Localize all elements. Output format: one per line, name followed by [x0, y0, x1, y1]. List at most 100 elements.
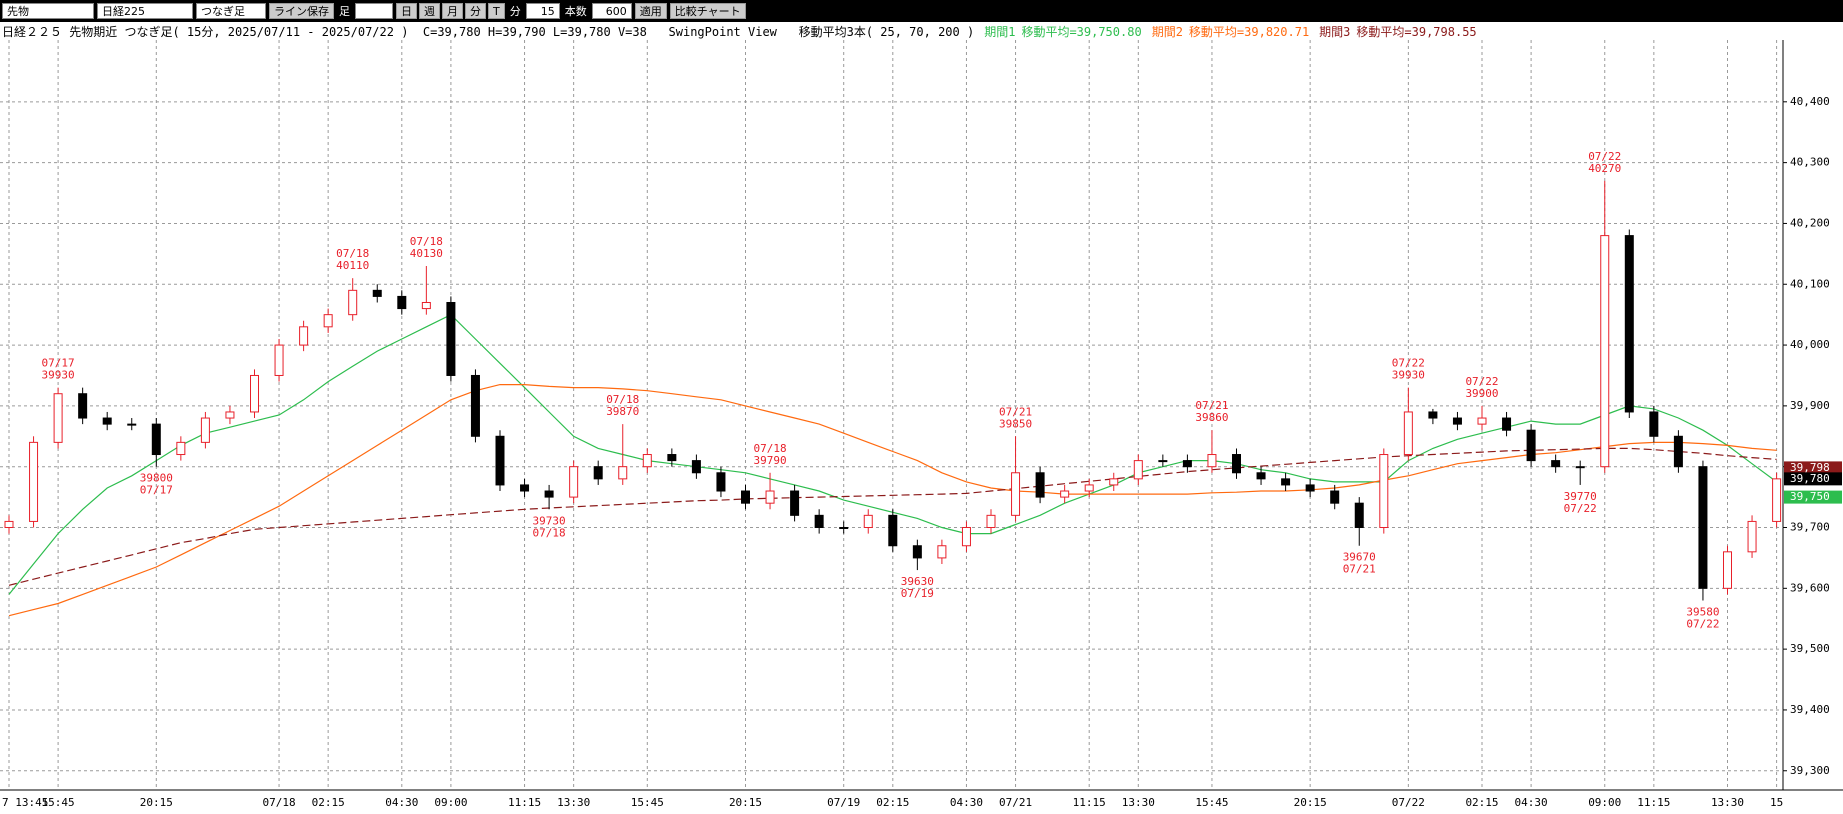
candle-body	[544, 490, 554, 498]
period-button[interactable]: 日	[396, 3, 417, 19]
x-tick-label: 07/18	[262, 796, 295, 809]
price-tag	[1784, 472, 1842, 486]
candle-body	[1084, 484, 1094, 492]
period-button[interactable]: 週	[419, 3, 440, 19]
swing-price: 39770	[1564, 490, 1597, 503]
interval-input[interactable]: 15	[525, 3, 560, 19]
candle-body	[569, 466, 579, 498]
swing-date: 07/21	[1343, 563, 1376, 576]
compare-button[interactable]: 比較チャート	[669, 3, 746, 19]
legend-name: 期間3	[1319, 25, 1351, 39]
candle-body	[200, 417, 210, 443]
swing-price: 39630	[901, 575, 934, 588]
swing-date: 07/22	[1465, 375, 1498, 388]
candle-body	[1232, 454, 1241, 474]
swing-date: 07/22	[1392, 357, 1425, 370]
x-tick-label: 7 13:45	[2, 796, 48, 809]
x-tick-label: 02:15	[312, 796, 345, 809]
x-tick-label: 04:30	[1515, 796, 1548, 809]
x-tick-label: 07/19	[827, 796, 860, 809]
candle-body	[1673, 435, 1683, 468]
x-tick-label: 20:15	[729, 796, 762, 809]
candle-body	[1502, 417, 1512, 431]
candle-body	[1305, 484, 1315, 492]
symbol-select[interactable]: 日経225	[97, 3, 193, 19]
save-button[interactable]: ライン保存	[269, 3, 334, 19]
swing-price: 39730	[533, 514, 566, 527]
candle-body	[1747, 520, 1757, 553]
x-tick-label: 04:30	[385, 796, 418, 809]
candle-body	[1772, 478, 1782, 522]
legend-label: 移動平均=39,820.71	[1188, 25, 1310, 39]
candle-body	[790, 490, 800, 516]
candle-body	[1060, 490, 1070, 498]
legend-name: 期間1	[984, 25, 1016, 39]
y-tick-label: 39,300	[1790, 764, 1830, 777]
candle-body	[667, 454, 677, 462]
period-button[interactable]: 月	[442, 3, 463, 19]
candle-body	[1551, 460, 1561, 468]
swing-date: 07/21	[1195, 399, 1228, 412]
y-tick-label: 39,500	[1790, 642, 1830, 655]
candle-body	[29, 441, 39, 522]
price-tag-label: 39,780	[1790, 472, 1830, 485]
candle-body	[4, 520, 14, 529]
count-input[interactable]: 600	[591, 3, 632, 19]
candle-body	[741, 490, 750, 504]
swing-date: 07/19	[901, 587, 934, 600]
candle-body	[372, 289, 382, 297]
candle-body	[691, 460, 701, 474]
bar-input[interactable]	[355, 3, 393, 19]
y-tick-label: 39,400	[1790, 703, 1830, 716]
period-button[interactable]: T	[488, 3, 505, 19]
candle-body	[888, 514, 898, 547]
x-tick-label: 20:15	[1294, 796, 1327, 809]
kind-select[interactable]: つなぎ足	[196, 3, 266, 19]
candle-body	[1477, 417, 1487, 425]
candle-body	[1281, 478, 1291, 486]
candle-body	[765, 490, 775, 504]
x-tick-label: 04:30	[950, 796, 983, 809]
y-tick-label: 40,300	[1790, 156, 1830, 169]
apply-button[interactable]: 適用	[634, 3, 667, 19]
x-tick-label: 13:30	[1122, 796, 1155, 809]
candle-body	[1035, 472, 1045, 498]
legend: 期間1 移動平均=39,750.80 期間2 移動平均=39,820.71 期間3 移動平…	[974, 25, 1476, 39]
count-label: 本数	[564, 5, 587, 18]
market-select[interactable]: 先物	[2, 3, 94, 19]
swing-price: 39930	[42, 369, 75, 382]
moving-average-line	[8, 447, 1777, 586]
swing-price: 39790	[753, 454, 786, 467]
swing-date: 07/21	[999, 405, 1032, 418]
candle-body	[642, 454, 652, 468]
swing-date: 07/22	[1564, 502, 1597, 515]
swing-date: 07/22	[1686, 617, 1719, 630]
candle-body	[912, 545, 922, 559]
y-tick-label: 39,600	[1790, 581, 1830, 594]
swing-price: 40270	[1588, 162, 1621, 175]
info-ma: 移動平均3本( 25, 70, 200 )	[798, 25, 975, 39]
x-tick-label: 11:15	[1073, 796, 1106, 809]
y-tick-label: 40,100	[1790, 277, 1830, 290]
candle-body	[299, 326, 309, 346]
candle-body	[1207, 454, 1217, 468]
candle-body	[618, 466, 628, 480]
candle-body	[250, 374, 259, 413]
x-tick-label: 20:15	[140, 796, 173, 809]
x-tick-label: 15:45	[631, 796, 664, 809]
candle-body	[1330, 490, 1340, 504]
candle-body	[1452, 417, 1462, 425]
period-button[interactable]: 分	[465, 3, 486, 19]
swing-price: 39900	[1465, 387, 1498, 400]
candle-body	[151, 423, 161, 456]
candle-body	[1011, 472, 1021, 516]
